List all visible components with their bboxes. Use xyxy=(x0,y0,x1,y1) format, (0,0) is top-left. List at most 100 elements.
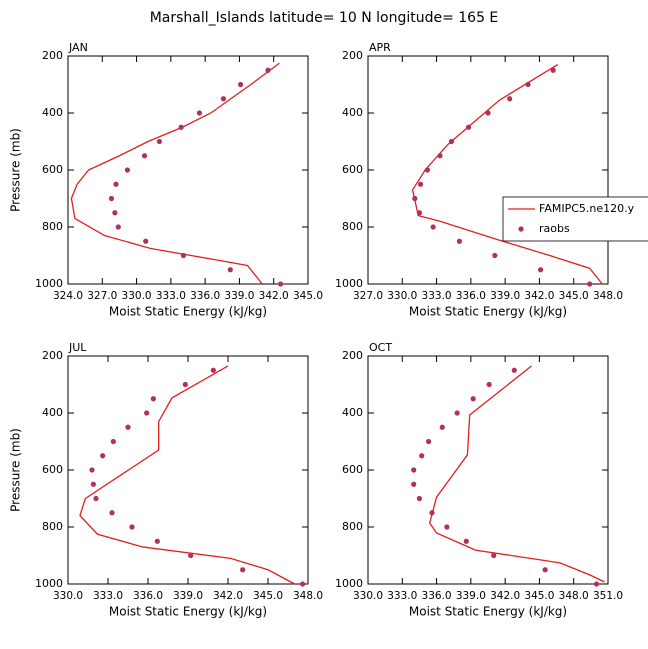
y-tick-label: 1000 xyxy=(335,277,363,290)
plot-frame xyxy=(367,55,609,285)
raob-point xyxy=(144,410,150,416)
profile-line xyxy=(429,365,605,583)
x-tick-label: 330.0 xyxy=(122,290,152,302)
y-tick-label: 400 xyxy=(42,406,63,419)
y-tick-label: 200 xyxy=(342,349,363,362)
y-tick-label: 400 xyxy=(342,406,363,419)
raob-point xyxy=(108,195,115,202)
raob-point xyxy=(182,381,188,388)
x-tick-label: 330.0 xyxy=(53,590,83,602)
y-tick-label: 1000 xyxy=(35,577,63,590)
profile-line xyxy=(70,62,280,285)
raob-point xyxy=(425,438,432,445)
raob-point xyxy=(542,567,548,573)
raob-point xyxy=(463,538,469,544)
raob-point xyxy=(110,438,116,445)
x-tick-label: 348.0 xyxy=(593,290,623,302)
x-tick-label: 336.0 xyxy=(133,590,163,602)
x-tick-label: 348.0 xyxy=(293,590,323,602)
raob-point xyxy=(188,552,194,559)
y-tick-label: 600 xyxy=(342,163,363,176)
y-tick-label: 400 xyxy=(42,106,63,119)
plot-frame xyxy=(67,55,309,285)
raob-point xyxy=(424,167,431,173)
raob-point xyxy=(456,238,463,244)
raob-point xyxy=(143,238,149,244)
x-tick-label: 342.0 xyxy=(259,290,289,302)
raob-point xyxy=(300,581,306,587)
x-tick-label: 342.0 xyxy=(213,590,243,602)
raob-point xyxy=(417,181,424,187)
plot-frame xyxy=(67,355,309,585)
raob-point xyxy=(113,181,119,187)
raob-point xyxy=(265,67,271,73)
raob-point xyxy=(430,224,436,230)
raob-point xyxy=(437,153,443,159)
raob-point xyxy=(511,367,517,373)
plot-frame xyxy=(367,355,609,585)
y-tick-label: 1000 xyxy=(35,277,63,290)
profile-line xyxy=(79,365,295,585)
raob-point xyxy=(470,396,476,402)
figure-title: Marshall_Islands latitude= 10 N longitud… xyxy=(150,10,499,26)
x-axis-label: Moist Static Energy (kJ/kg) xyxy=(109,305,267,319)
x-axis-label: Moist Static Energy (kJ/kg) xyxy=(409,605,567,619)
raob-point xyxy=(240,567,246,573)
legend-label: FAMIPC5.ne120.y xyxy=(539,202,635,215)
raob-point xyxy=(444,524,450,530)
x-tick-label: 327.0 xyxy=(353,290,383,302)
legend-box xyxy=(502,196,648,242)
raob-point xyxy=(178,124,184,130)
raob-point xyxy=(93,495,99,502)
x-tick-label: 330.0 xyxy=(353,590,383,602)
legend: FAMIPC5.ne120.y raobs xyxy=(502,196,648,242)
raob-point xyxy=(227,267,233,273)
raob-point xyxy=(492,252,498,259)
raob-point xyxy=(419,453,425,459)
x-tick-label: 324.0 xyxy=(53,290,83,302)
raob-point xyxy=(124,167,131,173)
y-tick-label: 600 xyxy=(42,463,63,476)
x-tick-label: 345.0 xyxy=(253,590,283,602)
raob-point xyxy=(439,424,445,430)
raob-point xyxy=(412,195,418,202)
x-tick-label: 339.0 xyxy=(224,290,254,302)
x-tick-label: 336.0 xyxy=(456,290,486,302)
raob-point xyxy=(416,495,423,502)
x-axis-label: Moist Static Energy (kJ/kg) xyxy=(109,605,267,619)
y-axis-label: Pressure (mb) xyxy=(9,428,23,512)
x-tick-label: 333.0 xyxy=(422,290,452,302)
raob-point xyxy=(125,424,131,430)
y-tick-label: 200 xyxy=(42,49,63,62)
raob-point xyxy=(141,153,148,159)
panel-title: JAN xyxy=(68,41,88,54)
y-tick-label: 200 xyxy=(42,349,63,362)
raob-point xyxy=(100,453,106,459)
x-tick-label: 348.0 xyxy=(559,590,589,602)
y-tick-label: 800 xyxy=(42,520,63,533)
x-tick-label: 330.0 xyxy=(387,290,417,302)
raob-point xyxy=(154,538,160,544)
y-tick-label: 800 xyxy=(42,220,63,233)
raob-point xyxy=(416,210,423,216)
panel-title: OCT xyxy=(369,341,392,354)
raob-point xyxy=(448,138,455,145)
y-tick-label: 1000 xyxy=(335,577,363,590)
x-tick-label: 327.0 xyxy=(87,290,117,302)
raob-point xyxy=(109,510,115,516)
y-axis-label: Pressure (mb) xyxy=(9,128,23,212)
raob-point xyxy=(465,124,472,130)
panel-title: APR xyxy=(369,41,391,54)
raob-point xyxy=(150,396,156,402)
x-tick-label: 342.0 xyxy=(524,290,554,302)
x-axis-label: Moist Static Energy (kJ/kg) xyxy=(409,305,567,319)
raob-point xyxy=(156,138,163,145)
x-tick-label: 342.0 xyxy=(490,590,520,602)
raob-point xyxy=(507,96,513,102)
legend-swatch xyxy=(518,226,524,232)
profile-line xyxy=(411,63,603,285)
raob-point xyxy=(587,281,593,287)
y-tick-label: 400 xyxy=(342,106,363,119)
